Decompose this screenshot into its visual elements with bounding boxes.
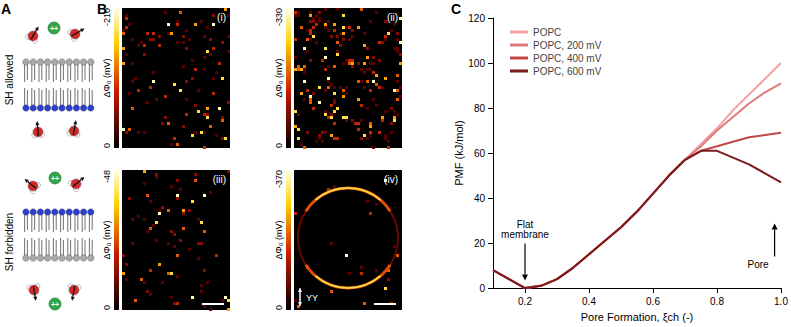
svg-text:A: A: [1, 1, 11, 17]
svg-text:120: 120: [468, 13, 485, 24]
svg-text:-330: -330: [274, 8, 284, 26]
svg-text:++: ++: [51, 301, 59, 308]
svg-text:0: 0: [102, 143, 112, 148]
svg-text:ΔΦ₀ (mV): ΔΦ₀ (mV): [102, 221, 112, 260]
svg-text:SH allowed: SH allowed: [4, 55, 15, 106]
svg-text:0.4: 0.4: [582, 296, 596, 307]
svg-text:1.0: 1.0: [774, 296, 788, 307]
svg-text:0: 0: [274, 143, 284, 148]
svg-text:POPC, 200 mV: POPC, 200 mV: [533, 40, 602, 51]
svg-text:POPC, 400 mV: POPC, 400 mV: [533, 53, 602, 64]
svg-text:membrane: membrane: [501, 229, 549, 240]
svg-text:0.8: 0.8: [710, 296, 724, 307]
svg-text:40: 40: [474, 193, 486, 204]
svg-text:80: 80: [474, 103, 486, 114]
svg-text:Pore: Pore: [747, 259, 769, 270]
svg-text:(iii): (iii): [213, 174, 226, 185]
svg-text:0.2: 0.2: [518, 296, 532, 307]
svg-text:++: ++: [51, 175, 59, 182]
svg-text:PMF (kJ/mol): PMF (kJ/mol): [453, 120, 465, 185]
svg-text:SH forbidden: SH forbidden: [4, 213, 15, 271]
svg-text:20: 20: [474, 238, 486, 249]
svg-text:++: ++: [50, 25, 58, 32]
svg-text:60: 60: [474, 148, 486, 159]
svg-text:(ii): (ii): [387, 12, 398, 23]
svg-text:0.6: 0.6: [646, 296, 660, 307]
svg-text:0: 0: [479, 283, 485, 294]
svg-text:POPC: POPC: [533, 27, 561, 38]
svg-text:YY: YY: [306, 293, 318, 303]
svg-text:(iv): (iv): [384, 174, 398, 185]
svg-text:0: 0: [102, 305, 112, 310]
svg-text:-370: -370: [274, 170, 284, 188]
svg-text:(i): (i): [217, 12, 226, 23]
svg-text:Flat: Flat: [516, 219, 534, 231]
svg-text:Pore Formation, ξch (-): Pore Formation, ξch (-): [581, 311, 694, 323]
svg-text:-48: -48: [102, 170, 112, 183]
svg-text:0: 0: [274, 305, 284, 310]
svg-text:ΔΦ₀ (mV): ΔΦ₀ (mV): [102, 59, 112, 98]
svg-text:C: C: [451, 1, 461, 17]
svg-text:POPC, 600 mV: POPC, 600 mV: [533, 66, 602, 77]
svg-text:-210: -210: [102, 8, 112, 26]
svg-text:ΔΦ₀ (mV): ΔΦ₀ (mV): [274, 59, 284, 98]
svg-text:ΔΦ₀ (mV): ΔΦ₀ (mV): [274, 221, 284, 260]
svg-text:100: 100: [468, 58, 485, 69]
